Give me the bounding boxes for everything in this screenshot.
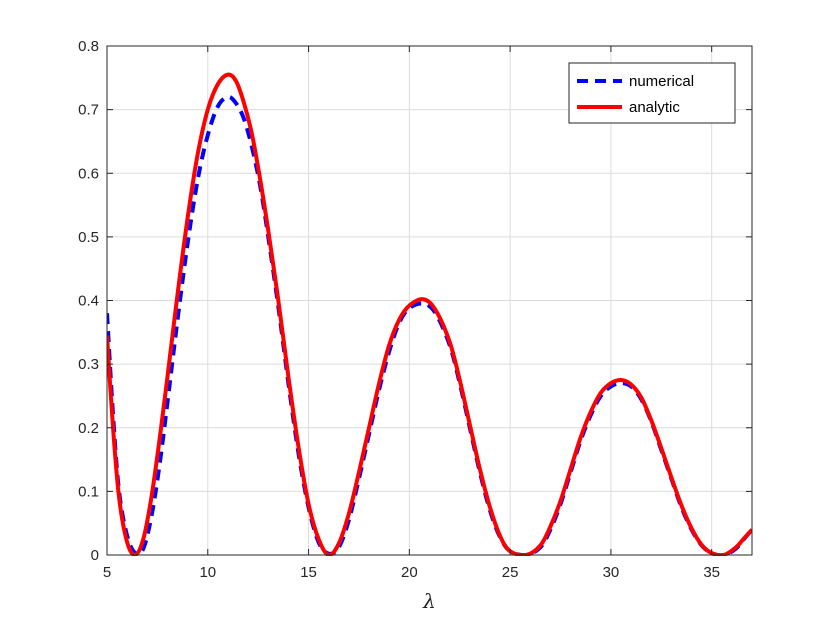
legend-label: analytic bbox=[629, 99, 680, 116]
y-tick-label: 0 bbox=[91, 547, 99, 564]
y-tick-label: 0.8 bbox=[78, 38, 99, 55]
tick-marks bbox=[106, 45, 752, 556]
x-tick-labels: 5 10 15 20 25 30 35 bbox=[103, 564, 720, 581]
series-line-analytic bbox=[107, 72, 752, 556]
x-tick-label: 5 bbox=[103, 564, 111, 581]
x-axis-label: λ bbox=[422, 589, 436, 613]
y-tick-label: 0.4 bbox=[78, 293, 99, 310]
y-tick-label: 0.7 bbox=[78, 102, 99, 119]
series-layer bbox=[107, 72, 752, 556]
y-tick-label: 0.1 bbox=[78, 483, 99, 500]
y-tick-label: 0.6 bbox=[78, 165, 99, 182]
x-tick-label: 25 bbox=[502, 564, 519, 581]
y-tick-label: 0.3 bbox=[78, 356, 99, 373]
x-tick-label: 10 bbox=[199, 564, 216, 581]
y-tick-label: 0.2 bbox=[78, 420, 99, 437]
y-tick-label: 0.5 bbox=[78, 229, 99, 246]
y-tick-labels: 0 0.1 0.2 0.3 0.4 0.5 0.6 0.7 0.8 bbox=[78, 38, 99, 564]
legend-label: numerical bbox=[629, 73, 694, 90]
legend: numerical analytic bbox=[568, 62, 736, 124]
grid bbox=[107, 46, 752, 555]
legend-box bbox=[568, 62, 736, 124]
x-tick-label: 15 bbox=[300, 564, 317, 581]
x-tick-label: 35 bbox=[703, 564, 720, 581]
x-tick-label: 20 bbox=[401, 564, 418, 581]
x-tick-label: 30 bbox=[603, 564, 620, 581]
